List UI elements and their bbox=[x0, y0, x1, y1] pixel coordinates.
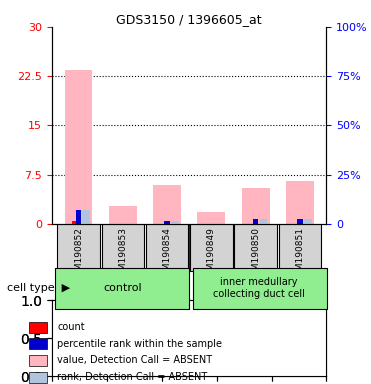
Text: control: control bbox=[104, 283, 142, 293]
Bar bbox=[297, 219, 303, 224]
Text: GSM190853: GSM190853 bbox=[118, 227, 127, 282]
Bar bbox=[82, 210, 90, 224]
FancyBboxPatch shape bbox=[57, 224, 100, 271]
Text: GSM190850: GSM190850 bbox=[251, 227, 260, 282]
Text: rank, Detection Call = ABSENT: rank, Detection Call = ABSENT bbox=[58, 372, 207, 382]
FancyBboxPatch shape bbox=[193, 268, 327, 309]
Bar bbox=[72, 221, 76, 224]
Bar bbox=[253, 219, 258, 224]
Bar bbox=[29, 355, 47, 366]
Bar bbox=[65, 70, 92, 224]
Bar bbox=[76, 210, 81, 224]
Text: count: count bbox=[58, 322, 85, 332]
FancyBboxPatch shape bbox=[102, 224, 144, 271]
FancyBboxPatch shape bbox=[234, 224, 277, 271]
Bar bbox=[171, 221, 179, 224]
Text: GSM190849: GSM190849 bbox=[207, 227, 216, 282]
Title: GDS3150 / 1396605_at: GDS3150 / 1396605_at bbox=[116, 13, 262, 26]
Bar bbox=[29, 338, 47, 349]
Bar bbox=[197, 212, 225, 224]
Bar bbox=[304, 219, 312, 224]
Text: GSM190854: GSM190854 bbox=[162, 227, 171, 282]
Bar bbox=[164, 221, 170, 224]
Bar bbox=[29, 372, 47, 382]
Text: percentile rank within the sample: percentile rank within the sample bbox=[58, 339, 222, 349]
Text: GSM190852: GSM190852 bbox=[74, 227, 83, 282]
Text: cell type  ▶: cell type ▶ bbox=[7, 283, 70, 293]
Bar bbox=[286, 181, 314, 224]
Text: GSM190851: GSM190851 bbox=[295, 227, 305, 282]
Bar bbox=[153, 185, 181, 224]
Bar bbox=[29, 322, 47, 333]
FancyBboxPatch shape bbox=[190, 224, 233, 271]
Bar bbox=[259, 219, 267, 224]
FancyBboxPatch shape bbox=[146, 224, 188, 271]
FancyBboxPatch shape bbox=[279, 224, 321, 271]
FancyBboxPatch shape bbox=[55, 268, 189, 309]
Text: value, Detection Call = ABSENT: value, Detection Call = ABSENT bbox=[58, 356, 213, 366]
Text: inner medullary
collecting duct cell: inner medullary collecting duct cell bbox=[213, 277, 305, 299]
Bar bbox=[109, 205, 137, 224]
Bar bbox=[242, 188, 270, 224]
